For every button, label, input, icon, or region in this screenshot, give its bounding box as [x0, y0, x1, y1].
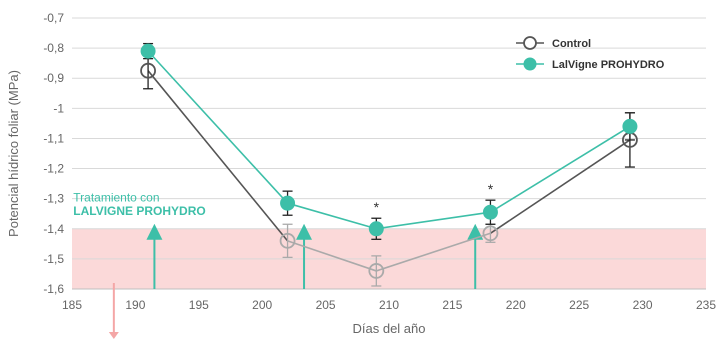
- series-line-segment: [489, 139, 631, 234]
- series-line-segment: [376, 211, 491, 230]
- y-tick-label: -1,3: [43, 192, 64, 206]
- series-line-segment: [287, 202, 377, 230]
- control-point: [279, 232, 296, 249]
- prohydro-point: [368, 221, 384, 237]
- series-line-segment: [376, 232, 491, 272]
- legend-control-label: Control: [552, 38, 591, 50]
- y-tick-label: -1,1: [43, 131, 64, 145]
- series-line-segment: [147, 50, 289, 204]
- x-tick-label: 235: [696, 298, 716, 312]
- series-line-segment: [287, 240, 377, 272]
- x-tick-label: 200: [252, 298, 272, 312]
- significance-marker: *: [488, 181, 494, 197]
- x-tick-label: 195: [189, 298, 209, 312]
- x-tick-label: 215: [442, 298, 462, 312]
- series-line-segment: [147, 70, 289, 242]
- x-tick-label: 220: [506, 298, 526, 312]
- x-tick-label: 185: [62, 298, 82, 312]
- annotation-line-1: Tratamiento con: [73, 191, 159, 205]
- legend-prohydro-marker: [523, 57, 537, 71]
- legend-control-marker: [523, 36, 537, 50]
- y-tick-label: -1,6: [43, 282, 64, 296]
- prohydro-point: [622, 118, 638, 134]
- x-tick-label: 190: [125, 298, 145, 312]
- y-tick-label: -0,9: [43, 71, 64, 85]
- y-tick-label: -0,8: [43, 41, 64, 55]
- annotation-line-2: LALVIGNE PROHYDRO: [73, 204, 205, 218]
- control-point: [140, 62, 156, 79]
- y-tick-label: -1: [53, 101, 64, 115]
- series-line-segment: [490, 125, 631, 213]
- y-tick-label: -1,5: [43, 252, 64, 266]
- stress-down-arrow-head: [108, 332, 119, 339]
- prohydro-point: [482, 204, 498, 220]
- control-point: [482, 225, 499, 242]
- y-tick-label: -0,7: [43, 11, 64, 25]
- significance-marker: *: [374, 199, 380, 215]
- y-tick-label: -1,4: [43, 222, 64, 236]
- y-axis-title: Potencial hídrico foliar (MPa): [6, 70, 21, 237]
- prohydro-point: [140, 43, 156, 59]
- x-tick-label: 210: [379, 298, 399, 312]
- x-tick-label: 230: [633, 298, 653, 312]
- x-axis-title: Días del año: [353, 321, 426, 336]
- control-point: [368, 263, 385, 279]
- y-tick-label: -1,2: [43, 162, 64, 176]
- prohydro-point: [280, 195, 296, 211]
- legend-prohydro-label: LalVigne PROHYDRO: [552, 59, 665, 71]
- x-tick-label: 225: [569, 298, 589, 312]
- x-tick-label: 205: [316, 298, 336, 312]
